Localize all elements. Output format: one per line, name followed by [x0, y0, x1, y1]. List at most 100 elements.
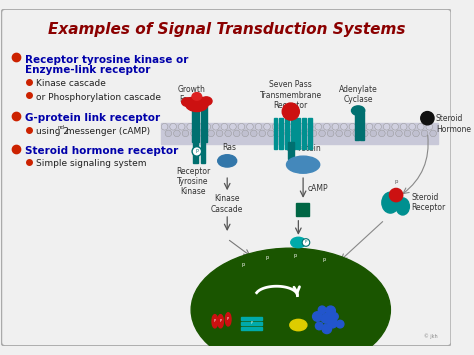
Circle shape [430, 130, 437, 137]
Text: or Phosphorylation cascade: or Phosphorylation cascade [36, 93, 162, 102]
Bar [285, 118, 289, 148]
Circle shape [204, 124, 210, 130]
Circle shape [326, 306, 336, 316]
Ellipse shape [396, 198, 410, 215]
Circle shape [353, 130, 360, 137]
Circle shape [315, 322, 323, 330]
Bar [192, 106, 199, 142]
Circle shape [242, 130, 248, 137]
Circle shape [379, 130, 385, 137]
Ellipse shape [225, 313, 231, 326]
Circle shape [221, 124, 228, 130]
Circle shape [216, 130, 223, 137]
Text: Kinase cascade: Kinase cascade [36, 79, 106, 88]
Bar [241, 327, 262, 330]
Circle shape [238, 124, 245, 130]
Circle shape [250, 130, 257, 137]
Circle shape [187, 124, 193, 130]
Circle shape [212, 124, 219, 130]
Circle shape [289, 124, 296, 130]
Text: P: P [227, 317, 229, 321]
Circle shape [383, 124, 390, 130]
Circle shape [293, 130, 300, 137]
Circle shape [312, 312, 322, 321]
Circle shape [246, 124, 253, 130]
Circle shape [195, 124, 202, 130]
Text: Simple signaling system: Simple signaling system [36, 159, 147, 168]
FancyBboxPatch shape [1, 9, 451, 346]
Bar [356, 111, 359, 140]
Circle shape [264, 124, 270, 130]
Text: messenger (cAMP): messenger (cAMP) [63, 127, 150, 136]
Bar [291, 118, 294, 148]
Bar [302, 118, 306, 148]
Ellipse shape [352, 106, 365, 115]
Circle shape [301, 130, 308, 137]
Text: P: P [251, 321, 253, 325]
Circle shape [328, 130, 334, 137]
Circle shape [199, 130, 206, 137]
Circle shape [182, 130, 189, 137]
Ellipse shape [291, 237, 306, 248]
Text: P: P [195, 149, 198, 154]
Text: p: p [294, 253, 297, 258]
Circle shape [332, 124, 339, 130]
Ellipse shape [218, 315, 223, 328]
Bar [193, 142, 198, 163]
Text: Receptor
Tyrosine
Kinase: Receptor Tyrosine Kinase [176, 166, 210, 196]
Circle shape [390, 189, 403, 202]
Circle shape [404, 130, 411, 137]
Ellipse shape [286, 156, 319, 173]
Circle shape [161, 124, 168, 130]
Bar [161, 123, 438, 144]
Text: Kinase
Cascade: Kinase Cascade [211, 194, 243, 213]
Text: cAMP: cAMP [308, 184, 328, 193]
Bar [279, 118, 283, 148]
Circle shape [349, 124, 356, 130]
Circle shape [284, 130, 291, 137]
Ellipse shape [212, 315, 218, 328]
Text: © jkh: © jkh [424, 334, 438, 339]
Bar [288, 142, 293, 159]
Bar [241, 322, 262, 325]
Text: Examples of Signal Transduction Systems: Examples of Signal Transduction Systems [47, 22, 405, 37]
Circle shape [165, 130, 172, 137]
Circle shape [259, 130, 265, 137]
Circle shape [418, 124, 424, 130]
Circle shape [336, 130, 343, 137]
Text: Receptor tyrosine kinase or: Receptor tyrosine kinase or [25, 55, 189, 65]
Circle shape [323, 124, 330, 130]
Circle shape [421, 111, 434, 125]
Bar [273, 118, 277, 148]
Circle shape [281, 124, 287, 130]
Text: Steroid
Hormone: Steroid Hormone [436, 114, 471, 134]
Circle shape [328, 318, 337, 328]
Ellipse shape [192, 93, 201, 100]
Circle shape [375, 124, 382, 130]
Circle shape [392, 124, 399, 130]
Ellipse shape [290, 320, 307, 331]
Circle shape [331, 313, 338, 320]
Circle shape [282, 103, 299, 120]
Circle shape [191, 130, 197, 137]
Circle shape [225, 130, 231, 137]
Circle shape [178, 124, 185, 130]
Circle shape [401, 124, 407, 130]
Circle shape [229, 124, 236, 130]
Circle shape [208, 130, 214, 137]
Circle shape [233, 130, 240, 137]
Circle shape [272, 124, 279, 130]
Text: P: P [305, 240, 307, 245]
Circle shape [345, 130, 351, 137]
Bar [296, 118, 300, 148]
Circle shape [362, 130, 368, 137]
Circle shape [302, 239, 310, 246]
Circle shape [192, 147, 201, 156]
Circle shape [421, 130, 428, 137]
Circle shape [358, 124, 365, 130]
Circle shape [255, 124, 262, 130]
Text: G-protein link receptor: G-protein link receptor [25, 114, 160, 124]
Circle shape [341, 124, 347, 130]
Text: Seven Pass
Transmembrane
Receptor: Seven Pass Transmembrane Receptor [260, 80, 322, 110]
Text: Steroid hormone receptor: Steroid hormone receptor [25, 146, 178, 156]
